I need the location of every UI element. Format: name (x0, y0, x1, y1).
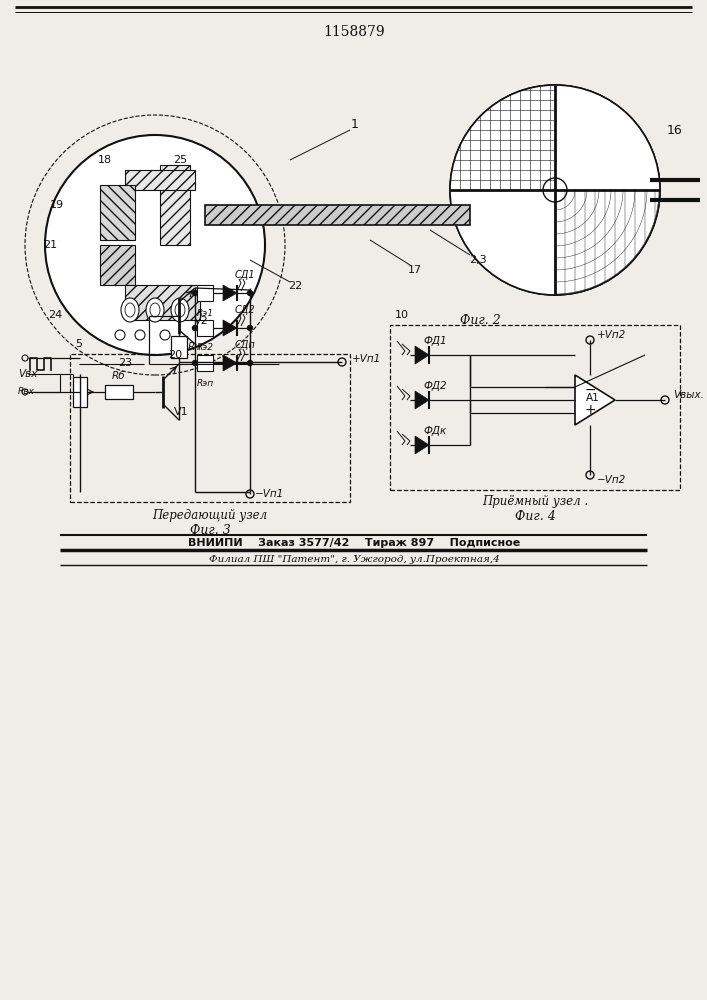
Polygon shape (415, 346, 429, 364)
Circle shape (543, 178, 567, 202)
Text: 2,3: 2,3 (469, 255, 487, 265)
Ellipse shape (125, 303, 135, 317)
Bar (70, 354, 350, 502)
Text: 16: 16 (667, 123, 683, 136)
Text: СД2: СД2 (235, 305, 255, 315)
Text: 18: 18 (98, 155, 112, 165)
Bar (105, 385, 133, 399)
Ellipse shape (146, 298, 164, 322)
Circle shape (247, 326, 252, 330)
Text: +Vп2: +Vп2 (597, 330, 626, 340)
Text: Фиг. 4: Фиг. 4 (515, 510, 556, 522)
Text: Rэ2: Rэ2 (197, 344, 214, 353)
Bar (160, 165, 190, 245)
Circle shape (450, 85, 660, 295)
Text: A1: A1 (586, 393, 600, 403)
Ellipse shape (150, 303, 160, 317)
Circle shape (45, 135, 265, 355)
Circle shape (192, 360, 197, 365)
Ellipse shape (175, 303, 185, 317)
Text: 1158879: 1158879 (323, 25, 385, 39)
Text: +Vп1: +Vп1 (352, 354, 381, 364)
Text: 22: 22 (288, 281, 302, 291)
Text: ВНИИПИ    Заказ 3577/42    Тираж 897    Подписное: ВНИИПИ Заказ 3577/42 Тираж 897 Подписное (188, 538, 520, 548)
Text: Фиг. 2: Фиг. 2 (460, 314, 501, 326)
Ellipse shape (121, 298, 139, 322)
Text: Rн: Rн (188, 342, 202, 352)
Text: Филиал ПШ "Патент", г. Ужгород, ул.Проектная,4: Филиал ПШ "Патент", г. Ужгород, ул.Проек… (209, 556, 499, 564)
Text: −Vп2: −Vп2 (597, 475, 626, 485)
Text: −Vп1: −Vп1 (255, 489, 284, 499)
Bar (390, 325, 680, 490)
Bar (197, 285, 213, 301)
Circle shape (247, 360, 252, 365)
Ellipse shape (171, 298, 189, 322)
Text: ФДк: ФДк (423, 426, 447, 436)
Bar (197, 355, 213, 371)
Polygon shape (415, 436, 429, 454)
Text: 17: 17 (408, 265, 422, 275)
Text: ФД1: ФД1 (423, 336, 447, 346)
Text: V2: V2 (194, 316, 209, 326)
Bar (171, 336, 187, 358)
Text: 19: 19 (50, 200, 64, 210)
Bar (125, 170, 195, 190)
Text: 20: 20 (168, 350, 182, 360)
Circle shape (115, 330, 125, 340)
Text: Фиг. 3: Фиг. 3 (189, 524, 230, 536)
Text: V1: V1 (174, 407, 188, 417)
Text: Приёмный узел .: Приёмный узел . (482, 495, 588, 508)
Bar (125, 285, 200, 320)
Text: 10: 10 (395, 310, 409, 320)
Text: Rб: Rб (112, 371, 126, 381)
Circle shape (135, 330, 145, 340)
Text: ФД2: ФД2 (423, 381, 447, 391)
Polygon shape (223, 355, 237, 371)
Text: Rэп: Rэп (197, 378, 214, 387)
Text: 5: 5 (75, 339, 82, 349)
Text: 25: 25 (173, 155, 187, 165)
Polygon shape (223, 285, 237, 301)
Text: Vвх: Vвх (18, 369, 37, 379)
Circle shape (192, 326, 197, 330)
Text: Передающий узел: Передающий узел (153, 510, 267, 522)
Bar (197, 320, 213, 336)
Text: 23: 23 (118, 358, 132, 368)
Text: СД1: СД1 (235, 270, 255, 280)
Circle shape (160, 330, 170, 340)
Text: СДп: СДп (235, 340, 255, 350)
Text: Vвых.: Vвых. (673, 390, 704, 400)
Bar (100, 185, 135, 240)
Text: 1: 1 (351, 118, 359, 131)
Circle shape (192, 290, 197, 296)
Polygon shape (575, 375, 615, 425)
Text: 21: 21 (43, 240, 57, 250)
Polygon shape (223, 320, 237, 336)
Polygon shape (415, 391, 429, 409)
Bar (73, 377, 87, 407)
Bar (100, 245, 135, 285)
Text: 24: 24 (48, 310, 62, 320)
Bar (205, 205, 470, 225)
Text: Rэ1: Rэ1 (197, 308, 214, 318)
Text: Rвх: Rвх (18, 387, 35, 396)
Circle shape (247, 290, 252, 296)
Text: −: − (585, 383, 597, 397)
Text: +: + (585, 403, 597, 417)
